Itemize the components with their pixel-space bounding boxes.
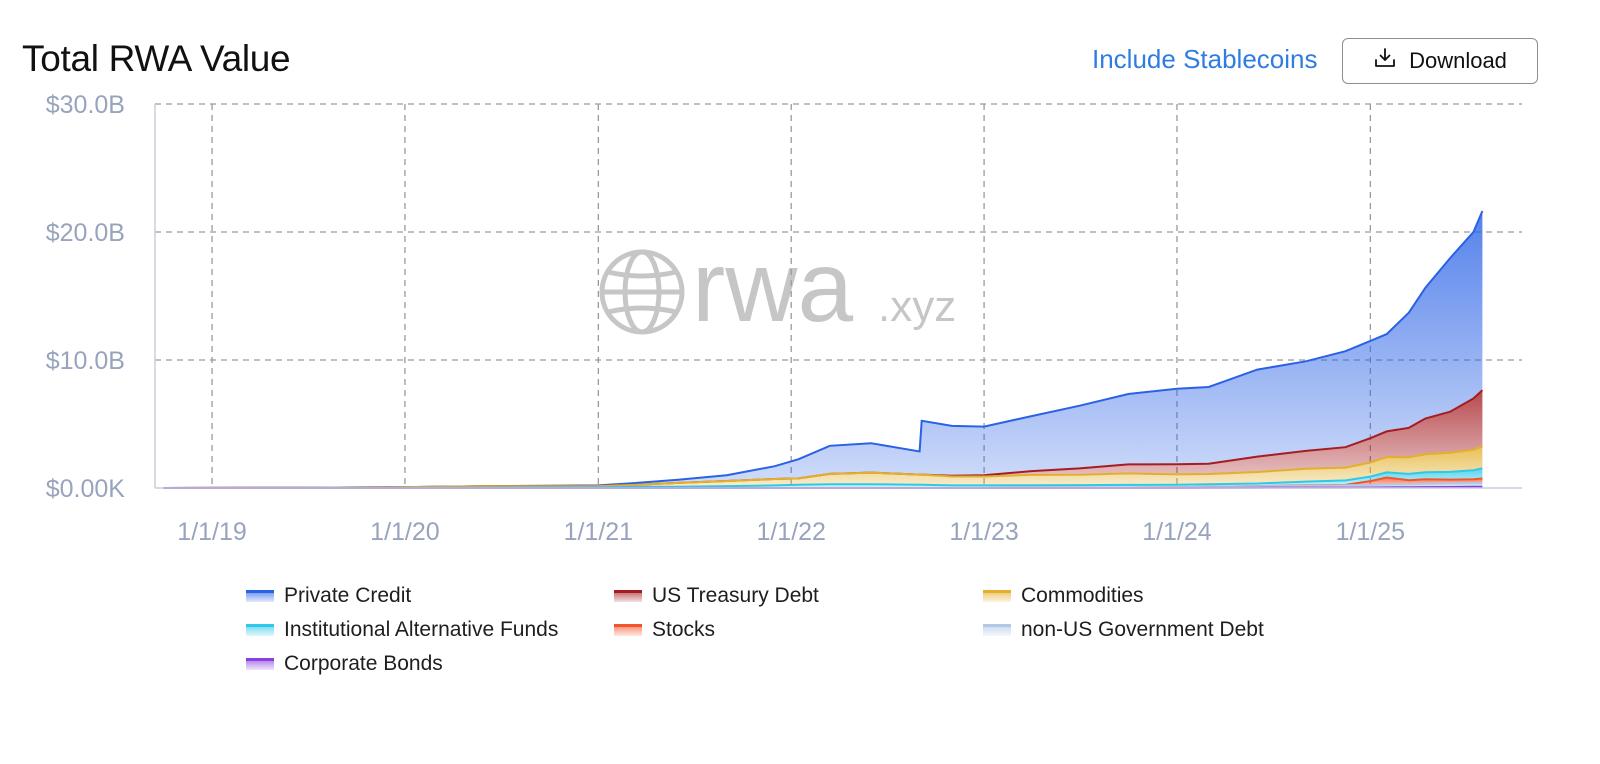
watermark-suffix: .xyz: [878, 282, 956, 331]
line-private-credit: [163, 210, 1484, 489]
legend-label: Corporate Bonds: [284, 651, 443, 675]
x-tick-label: 1/1/22: [756, 518, 826, 546]
y-tick-label: $0.00K: [46, 475, 126, 503]
watermark: rwa .xyz: [599, 231, 956, 343]
legend-item[interactable]: Commodities: [983, 584, 1343, 607]
legend-label: non-US Government Debt: [1021, 617, 1264, 641]
x-tick-label: 1/1/20: [370, 518, 440, 546]
x-tick-label: 1/1/19: [177, 518, 247, 546]
include-stablecoins-toggle[interactable]: Include Stablecoins: [1092, 44, 1318, 74]
legend: Private Credit US Treasury Debt Commoditie…: [246, 584, 1346, 675]
legend-label: Commodities: [1021, 583, 1144, 607]
legend-swatch: [246, 623, 274, 636]
watermark-brand: rwa: [692, 231, 854, 343]
legend-label: Stocks: [652, 617, 716, 641]
globe-icon: [599, 249, 685, 335]
legend-label: US Treasury Debt: [652, 583, 819, 607]
legend-label: Private Credit: [284, 583, 412, 607]
legend-item[interactable]: Stocks: [614, 618, 983, 641]
download-button[interactable]: Download: [1342, 38, 1538, 84]
legend-swatch: [614, 589, 642, 602]
legend-item[interactable]: Corporate Bonds: [246, 652, 614, 675]
legend-item[interactable]: US Treasury Debt: [614, 584, 983, 607]
legend-swatch: [246, 657, 274, 670]
legend-swatch: [246, 589, 274, 602]
legend-item[interactable]: Institutional Alternative Funds: [246, 618, 614, 641]
chart-title: Total RWA Value: [22, 38, 291, 79]
legend-item[interactable]: Private Credit: [246, 584, 614, 607]
y-tick-label: $20.0B: [46, 219, 125, 247]
x-tick-label: 1/1/24: [1142, 518, 1212, 546]
download-label: Download: [1409, 48, 1507, 73]
x-tick-label: 1/1/25: [1336, 518, 1406, 546]
x-tick-label: 1/1/21: [564, 518, 634, 546]
download-icon: [1373, 46, 1397, 76]
y-tick-label: $30.0B: [46, 91, 125, 119]
area-commodities: [163, 446, 1483, 488]
legend-swatch: [983, 589, 1011, 602]
area-private-credit: [163, 211, 1483, 488]
legend-item[interactable]: non-US Government Debt: [983, 618, 1343, 641]
x-tick-label: 1/1/23: [949, 518, 1019, 546]
legend-swatch: [614, 623, 642, 636]
rwa-area-chart: rwa .xyz $0.00K $10.0B $20.0B $30.0B 1/1/19 1…: [46, 91, 1522, 546]
legend-label: Institutional Alternative Funds: [284, 617, 559, 641]
line-institutional-alternative-funds: [163, 467, 1483, 489]
line-commodities: [163, 445, 1483, 489]
legend-swatch: [983, 623, 1011, 636]
y-tick-label: $10.0B: [46, 347, 125, 375]
